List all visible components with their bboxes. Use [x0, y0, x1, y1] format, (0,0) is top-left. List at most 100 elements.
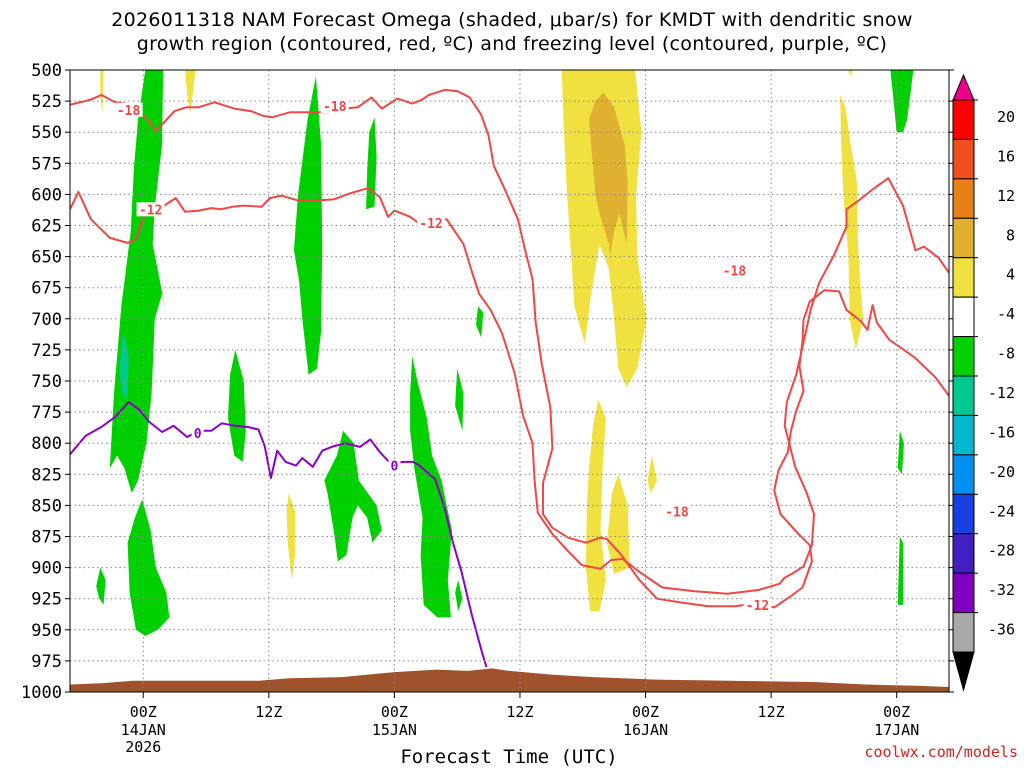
omega-region-2-8: [848, 70, 853, 77]
dgz-contour-minus18: [70, 88, 949, 609]
contour-label: 0: [390, 460, 398, 475]
omega-region-2-6: [185, 70, 196, 114]
colorbar-swatch: [952, 178, 975, 219]
colorbar: 20 16 12 8 4 -4 -8 -12 -16 -20 -24 -28 -32 -36: [952, 73, 1015, 692]
contour-label-bg: [136, 202, 165, 217]
chart-title: 2026011318 NAM Forecast Omega (shaded, μ…: [0, 8, 1024, 56]
y-tick-label: 700: [31, 310, 62, 330]
omega-region-0-13: [897, 430, 904, 475]
colorbar-swatch: [952, 138, 975, 180]
x-tick-label: 00Z: [381, 703, 408, 721]
colorbar-swatch: [952, 375, 975, 416]
colorbar-label: -20: [988, 463, 1015, 481]
colorbar-label: -28: [988, 542, 1015, 560]
x-tick-label: 12Z: [758, 703, 785, 721]
y-tick-label: 675: [31, 279, 62, 299]
colorbar-label: -8: [997, 345, 1015, 363]
colorbar-over-triangle: [952, 73, 975, 101]
y-tick-label: 825: [31, 465, 62, 485]
y-tick-label: 775: [31, 403, 62, 423]
colorbar-swatch: [952, 296, 975, 338]
contour-label-bg: [191, 426, 204, 441]
colorbar-under-triangle: [952, 651, 975, 692]
contour-label: -12: [746, 599, 769, 614]
omega-region-0-10: [455, 580, 463, 612]
colorbar-label: 20: [997, 108, 1015, 126]
x-tick-label: 00Z: [632, 703, 659, 721]
omega-region-1-0: [119, 331, 129, 400]
y-tick-label: 525: [31, 92, 62, 112]
omega-region-0-6: [324, 430, 382, 562]
y-tick-label: 975: [31, 652, 62, 672]
contour-label-bg: [320, 99, 349, 114]
x-tick-label: 00Z: [130, 703, 157, 721]
omega-region-0-4: [366, 117, 377, 210]
contour-label-bg: [114, 102, 143, 117]
dgz-contour-minus12: [70, 177, 949, 595]
contour-label: -18: [723, 264, 747, 279]
x-tick-label: 12Z: [506, 703, 533, 721]
x-date-label: 17JAN: [874, 721, 919, 739]
colorbar-label: -24: [988, 502, 1015, 520]
contour-label: -18: [665, 506, 689, 521]
omega-region-0-9: [476, 306, 484, 338]
plot-clip-group: [70, 70, 949, 692]
grid: [70, 70, 949, 692]
y-tick-label: 850: [31, 496, 62, 516]
omega-region-0-7: [410, 356, 452, 618]
axes-layer: 500 525 550 575 600 625 650 675 700 725 750 775 800 8…: [21, 61, 954, 756]
y-tick-label: 725: [31, 341, 62, 361]
y-tick-label: 800: [31, 434, 62, 454]
x-date-label: 15JAN: [372, 721, 417, 739]
omega-region-2-4: [840, 94, 864, 350]
y-tick-label: 1000: [21, 683, 62, 703]
colorbar-swatch: [952, 572, 975, 614]
credit-text: coolwx.com/models: [864, 743, 1018, 761]
colorbar-swatch: [952, 336, 975, 377]
colorbar-swatch: [952, 454, 975, 495]
omega-region-0-14: [897, 536, 903, 605]
y-tick-label: 500: [31, 61, 62, 81]
colorbar-swatch: [952, 533, 975, 574]
colorbar-label: 8: [1006, 226, 1015, 244]
omega-region-2-2: [606, 474, 630, 574]
chart-title-line-2: growth region (contoured, red, ºC) and f…: [136, 33, 888, 55]
y-tick-label: 925: [31, 590, 62, 610]
contour-label-bg: [662, 504, 691, 519]
omega-region-0-5: [228, 349, 246, 462]
contour-label-bg: [720, 263, 749, 278]
colorbar-swatch: [952, 217, 975, 259]
contour-label-bg: [743, 597, 772, 612]
x-year-label: 2026: [125, 738, 161, 756]
omega-region-2-3: [647, 455, 657, 493]
contour-label-bg: [417, 216, 446, 231]
freezing-level-line: [70, 401, 488, 668]
contour-label-bg: [388, 458, 401, 473]
chart-title-line-1: 2026011318 NAM Forecast Omega (shaded, μ…: [111, 9, 913, 31]
terrain-surface: [70, 668, 949, 692]
omega-region-0-1: [127, 499, 170, 636]
colorbar-label: -12: [988, 384, 1015, 402]
plot-area: -18 -18 -12 -12 -18 -18 -12 0 0: [70, 70, 949, 692]
x-date-label: 14JAN: [121, 721, 166, 739]
colorbar-label: 4: [1006, 266, 1015, 284]
colorbar-label: -36: [988, 621, 1015, 639]
x-axis-title: Forecast Time (UTC): [400, 746, 617, 768]
contour-label: -12: [419, 217, 442, 232]
colorbar-swatch: [952, 257, 975, 298]
omega-region-0-2: [96, 567, 106, 605]
y-tick-label: 625: [31, 217, 62, 237]
colorbar-swatch: [952, 99, 975, 140]
y-tick-label: 650: [31, 248, 62, 268]
contour-label: -12: [139, 203, 162, 218]
x-tick-label: 12Z: [255, 703, 282, 721]
omega-region-2-7: [100, 70, 104, 114]
omega-region-0-8: [455, 368, 464, 431]
colorbar-swatch: [952, 493, 975, 535]
omega-region-3-0: [589, 92, 628, 257]
x-date-label: 16JAN: [623, 721, 668, 739]
colorbar-label: -32: [988, 581, 1015, 599]
colorbar-label: 16: [997, 147, 1015, 165]
colorbar-label: -4: [997, 305, 1015, 323]
